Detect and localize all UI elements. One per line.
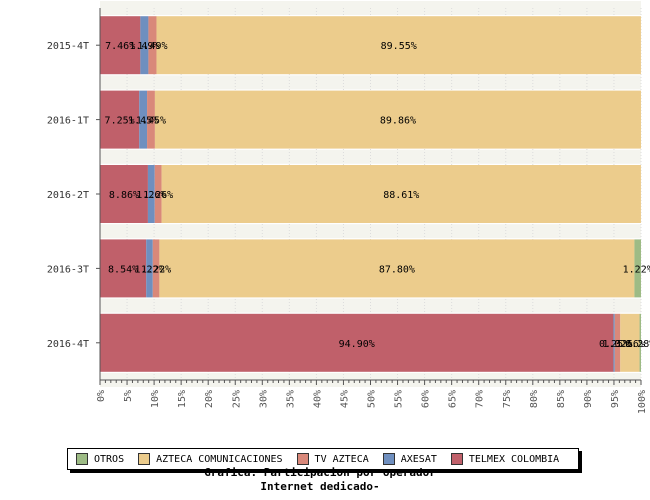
x-tick-label: 40% xyxy=(312,390,323,408)
chart-title-line-2: Internet dedicado- xyxy=(260,480,380,493)
legend-item-tv-azteca: TV AZTECA xyxy=(296,453,369,465)
bar-otros-2016-4t xyxy=(639,313,641,372)
legend-swatch xyxy=(450,453,463,465)
bar-tv-azteca-2015-4t xyxy=(148,16,157,75)
gap-stripe xyxy=(100,149,641,164)
bar-azteca-comunicaciones-2016-2t xyxy=(161,165,641,223)
y-tick-label-2016-3t: 2016-3T xyxy=(47,264,89,275)
legend-swatch xyxy=(138,453,151,465)
x-tick-label: 60% xyxy=(421,390,432,408)
x-tick-label: 5% xyxy=(123,390,134,402)
legend-label: OTROS xyxy=(94,453,125,465)
bar-tv-azteca-2016-1t xyxy=(147,90,155,149)
data-label-tv-azteca-2016-4t: 1.02% xyxy=(602,339,632,350)
data-label-azteca-comunicaciones-2015-4t: 89.55% xyxy=(381,41,417,52)
legend-item-axesat: AXESAT xyxy=(382,453,437,465)
y-axis-tick-labels: 2015-4T 2016-1T 2016-2T 2016-3T 2016-4T xyxy=(47,41,89,350)
y-tick-label-2016-1t: 2016-1T xyxy=(47,116,89,127)
bar-otros-2016-3t xyxy=(634,239,641,298)
bar-axesat-2015-4t xyxy=(140,16,149,75)
bar-tv-azteca-2016-2t xyxy=(154,165,162,223)
bar-axesat-2016-2t xyxy=(147,165,155,223)
x-tick-label: 55% xyxy=(394,390,405,408)
legend-item-telmex-colombia: TELMEX COLOMBIA xyxy=(450,453,560,465)
y-tick-label-2016-4t: 2016-4T xyxy=(47,339,89,350)
data-label-axesat-2016-2t: 1.26% xyxy=(136,190,166,201)
legend-label: TELMEX COLOMBIA xyxy=(468,453,560,465)
legend-label: TV AZTECA xyxy=(314,453,369,465)
x-tick-label: 50% xyxy=(367,390,378,408)
legend-swatch xyxy=(296,453,309,465)
legend-swatch xyxy=(76,453,88,465)
data-label-tv-azteca-2016-1t: 1.45% xyxy=(136,116,166,127)
legend-label: AXESAT xyxy=(400,453,437,465)
x-tick-label: 70% xyxy=(475,390,486,408)
data-label-telmex-colombia-2015-4t: 7.46% xyxy=(105,41,135,52)
chart-title-line-1: Grafica: Participacion por operador xyxy=(204,466,436,479)
data-label-azteca-comunicaciones-2016-4t: 3.56% xyxy=(615,339,645,350)
x-tick-label: 65% xyxy=(448,390,459,408)
y-tick-label-2015-4t: 2015-4T xyxy=(47,41,89,52)
bar-series xyxy=(100,16,641,372)
x-tick-label: 0% xyxy=(96,390,107,402)
data-label-telmex-colombia-2016-2t: 8.86% xyxy=(109,190,139,201)
legend-item-azteca-comunicaciones: AZTECA COMUNICACIONES xyxy=(138,453,283,465)
bar-azteca-comunicaciones-2016-1t xyxy=(154,90,641,149)
x-tick-label: 100% xyxy=(637,390,648,414)
data-label-azteca-comunicaciones-2016-1t: 89.86% xyxy=(380,116,416,127)
bar-axesat-2016-4t xyxy=(613,313,615,372)
legend-label: AZTECA COMUNICACIONES xyxy=(156,453,283,465)
x-tick-label: 35% xyxy=(285,390,296,408)
chart-legend: OTROS AZTECA COMUNICACIONES TV AZTECA AXESA… xyxy=(67,448,579,470)
bar-telmex-colombia-2016-1t xyxy=(100,90,140,149)
bar-telmex-colombia-2016-4t xyxy=(100,313,614,372)
y-tick-label-2016-2t: 2016-2T xyxy=(47,190,89,201)
x-tick-label: 25% xyxy=(231,390,242,408)
bar-axesat-2016-1t xyxy=(139,90,148,149)
data-label-axesat-2016-4t: 0.25% xyxy=(599,339,629,350)
x-tick-label: 95% xyxy=(610,390,621,408)
data-label-axesat-2016-1t: 1.45% xyxy=(128,116,158,127)
x-tick-label: 20% xyxy=(204,390,215,408)
legend-swatch xyxy=(382,453,395,465)
x-axis-tick-labels: 0% 5% 10% 15% 20% 25% 30% 35% 40% 45% 50% 55% 60% 65%… xyxy=(96,390,648,414)
data-label-tv-azteca-2016-3t: 1.22% xyxy=(141,264,171,275)
x-tick-label: 30% xyxy=(258,390,269,408)
data-label-otros-2016-3t: 1.22% xyxy=(623,264,650,275)
x-tick-label: 75% xyxy=(502,390,513,408)
data-label-tv-azteca-2015-4t: 1.49% xyxy=(137,41,167,52)
bar-tv-azteca-2016-4t xyxy=(614,313,621,372)
bar-azteca-comunicaciones-2016-3t xyxy=(159,239,635,298)
bar-telmex-colombia-2015-4t xyxy=(100,16,141,75)
bar-axesat-2016-3t xyxy=(146,239,153,298)
bar-telmex-colombia-2016-3t xyxy=(100,239,147,298)
x-tick-label: 80% xyxy=(529,390,540,408)
data-label-azteca-comunicaciones-2016-3t: 87.80% xyxy=(379,264,415,275)
x-tick-label: 85% xyxy=(556,390,567,408)
data-label-telmex-colombia-2016-4t: 94.90% xyxy=(339,339,375,350)
data-label-tv-azteca-2016-2t: 1.26% xyxy=(143,190,173,201)
data-label-azteca-comunicaciones-2016-2t: 88.61% xyxy=(383,190,419,201)
x-tick-label: 10% xyxy=(150,390,161,408)
data-label-telmex-colombia-2016-1t: 7.25% xyxy=(105,116,135,127)
legend-item-otros: OTROS xyxy=(76,453,124,465)
x-tick-label: 15% xyxy=(177,390,188,408)
data-label-telmex-colombia-2016-3t: 8.54% xyxy=(108,264,138,275)
gap-stripe xyxy=(100,75,641,90)
x-tick-label: 90% xyxy=(583,390,594,408)
data-label-axesat-2016-3t: 1.22% xyxy=(134,264,164,275)
x-tick-label: 45% xyxy=(339,390,350,408)
bar-telmex-colombia-2016-2t xyxy=(100,165,148,223)
bar-azteca-comunicaciones-2016-4t xyxy=(620,313,640,372)
bar-tv-azteca-2016-3t xyxy=(152,239,160,298)
data-label-otros-2016-4t: 0.28% xyxy=(625,339,650,350)
data-label-axesat-2015-4t: 1.49% xyxy=(129,41,159,52)
axes xyxy=(96,8,642,385)
bar-azteca-comunicaciones-2015-4t xyxy=(156,16,641,75)
bar-data-labels: 7.46%1.49%1.49% 89.55% 7.25%1.45%1.45% 89.8… xyxy=(105,41,650,350)
